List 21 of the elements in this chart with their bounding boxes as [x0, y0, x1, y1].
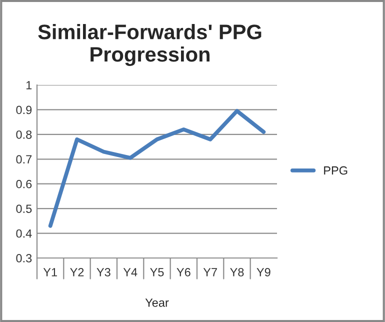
chart-title: Similar-Forwards' PPG Progression — [38, 24, 262, 66]
x-tick-label: Y2 — [70, 268, 84, 276]
y-tick-label: 0.3 — [16, 254, 32, 262]
y-tick-label: 0.9 — [16, 106, 32, 114]
x-tick-label: Y4 — [123, 268, 138, 276]
x-tick-label: Y7 — [203, 268, 217, 276]
legend-label: PPG — [324, 166, 348, 175]
y-tick-label: 0.7 — [16, 155, 32, 164]
line-series — [48, 109, 266, 228]
x-tick-label: Y8 — [230, 268, 244, 276]
y-tick-label: 0.4 — [16, 229, 32, 238]
y-tick-label: 1 — [26, 81, 32, 90]
x-tick-label: Y3 — [96, 268, 110, 276]
y-tick-label: 0.6 — [16, 180, 32, 188]
y-tick-label: 0.5 — [16, 204, 32, 213]
x-axis-title: Year — [145, 298, 169, 307]
y-tick-label: 0.8 — [16, 130, 32, 139]
x-tick-label: Y5 — [150, 268, 164, 276]
x-tick-label: Y1 — [43, 268, 57, 276]
x-tick-label: Y9 — [256, 268, 270, 276]
x-tick-label: Y6 — [176, 268, 190, 276]
